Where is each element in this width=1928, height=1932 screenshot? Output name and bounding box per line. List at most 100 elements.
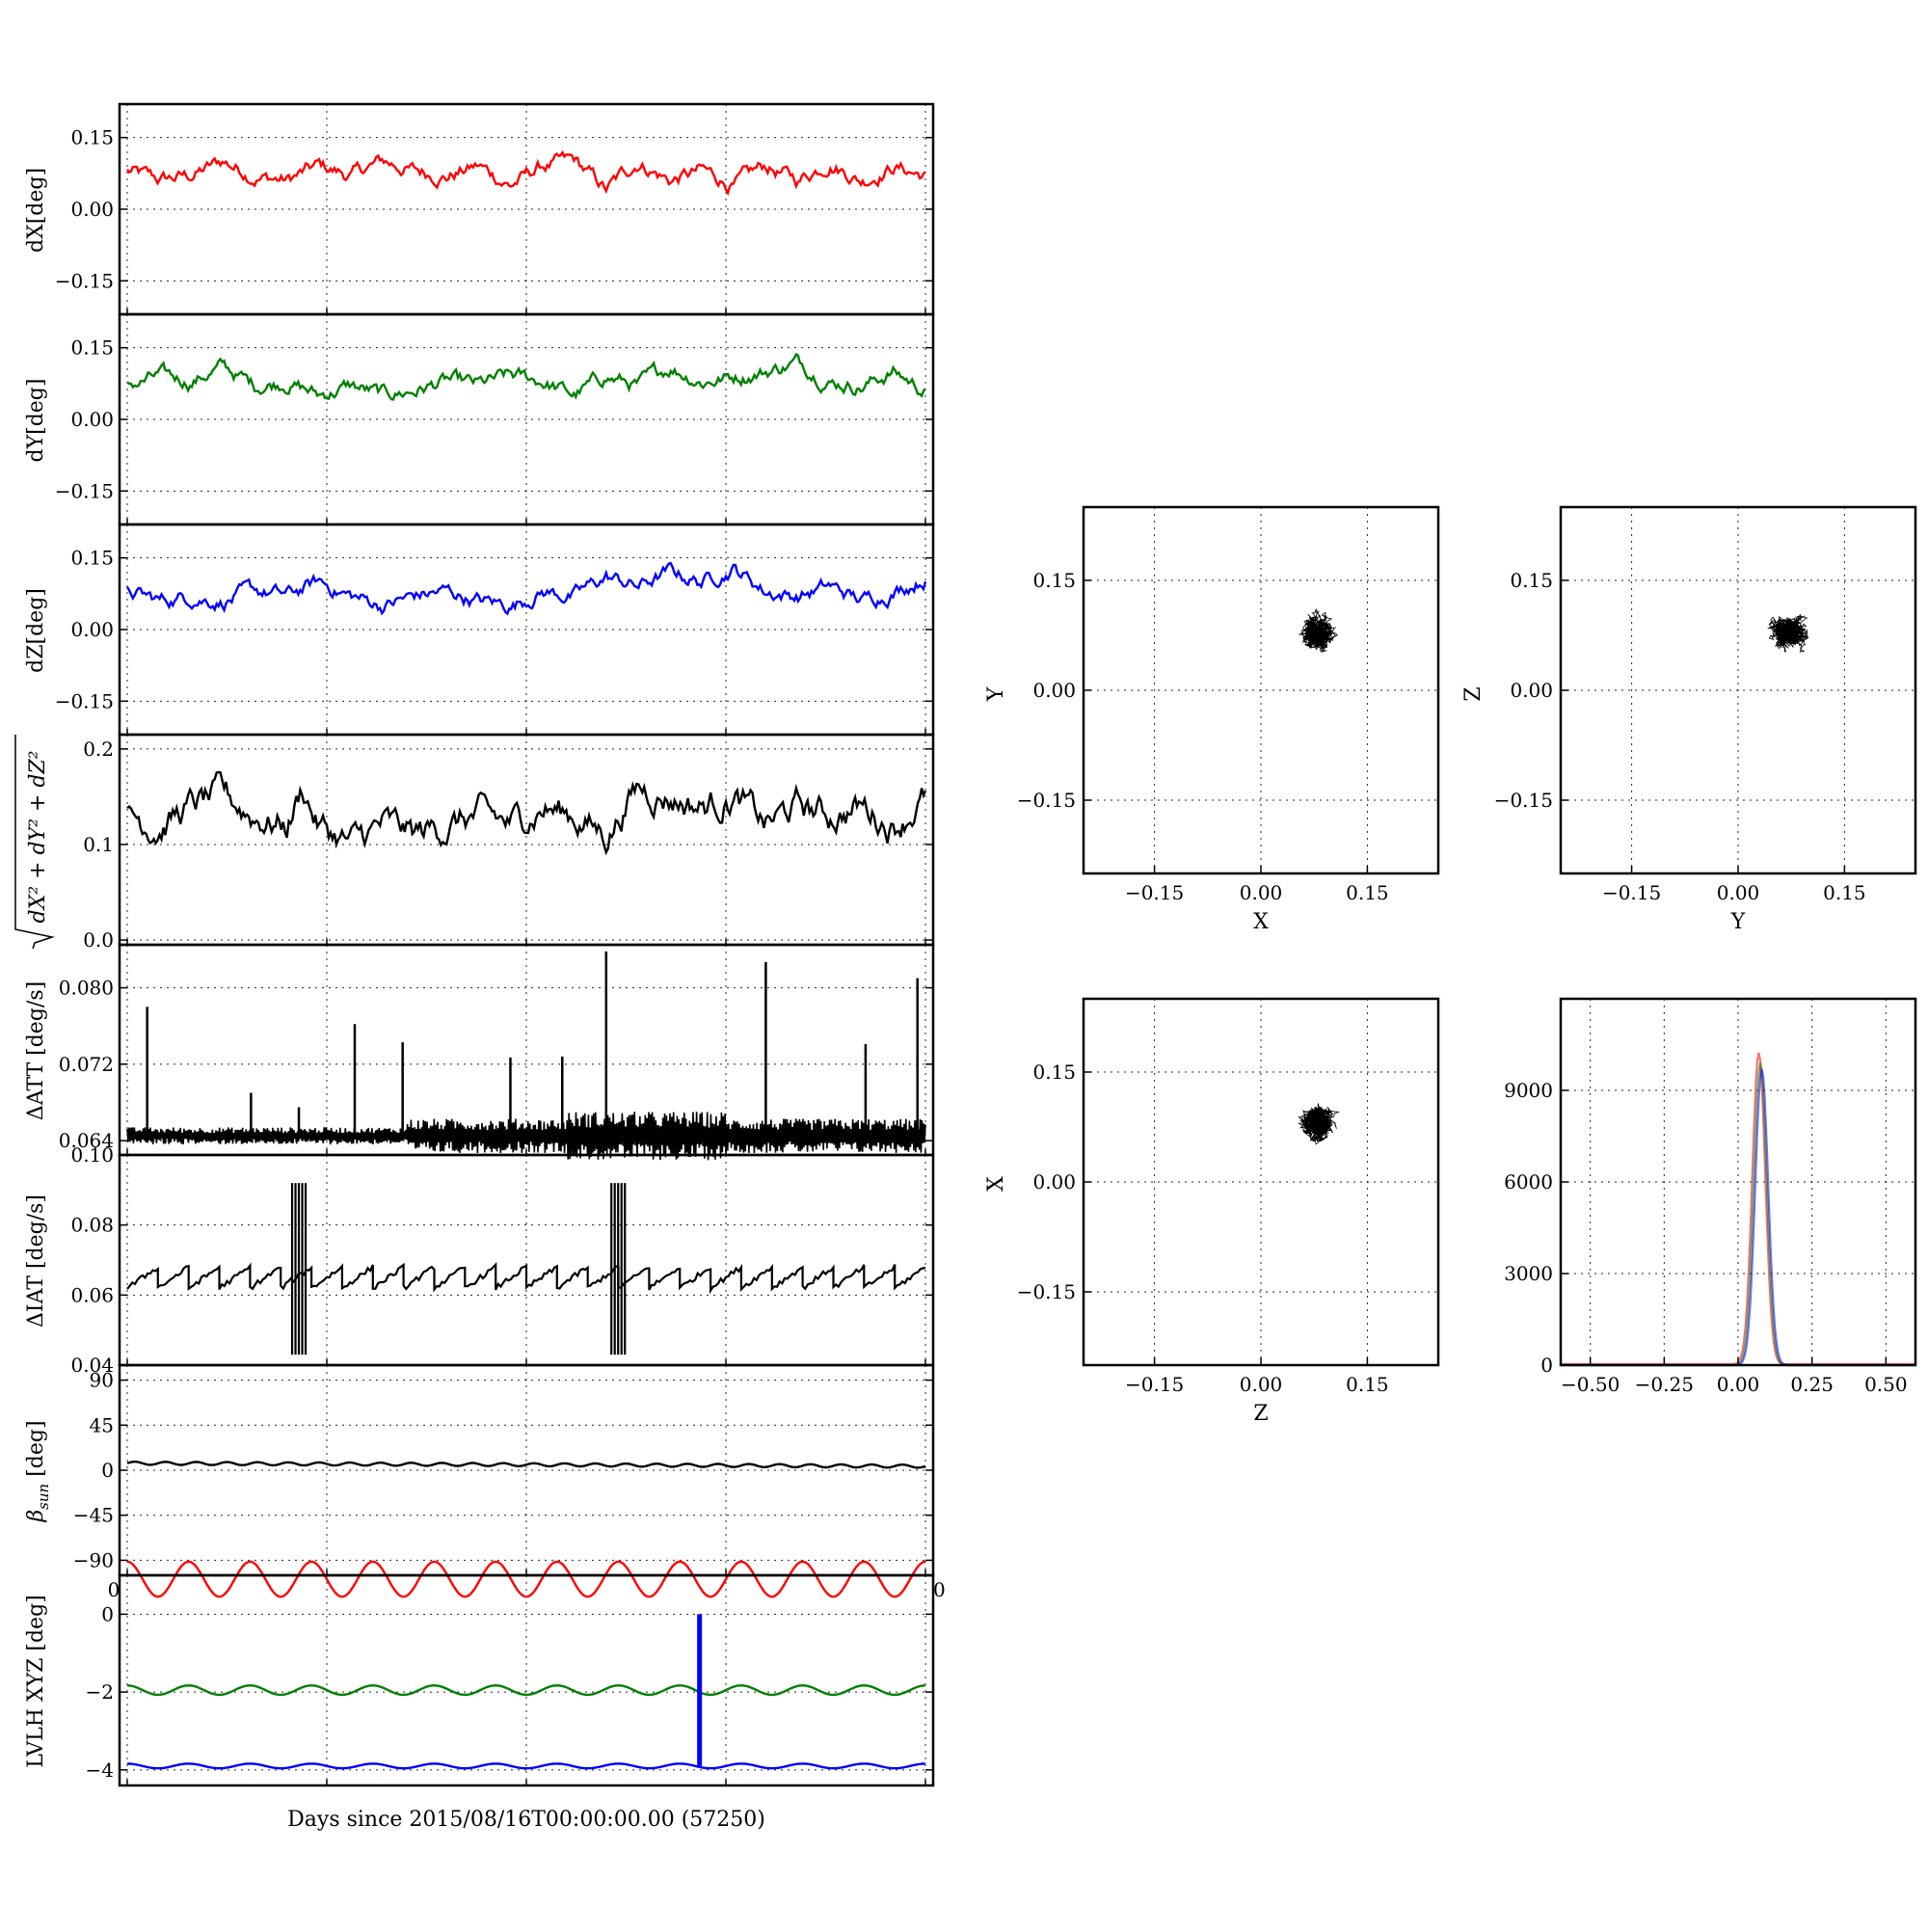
x-label-days: Days since 2015/08/16T00:00:00.00 (57250…	[287, 1808, 765, 1832]
series-line-dr	[126, 770, 927, 856]
svg-text:dX² + dY² + dZ²: dX² + dY² + dZ²	[26, 750, 50, 923]
y-label-diat: ΔIAT [deg/s]	[24, 1194, 48, 1328]
y-label-dy: dY[deg]	[24, 379, 48, 463]
y-tick-label: 0.064	[59, 1129, 114, 1152]
y-tick-label: 0.15	[1032, 1060, 1076, 1084]
x-label-xy: X	[1253, 910, 1269, 934]
y-tick-label: −4	[86, 1758, 114, 1782]
y-tick-label: 0.00	[70, 408, 114, 431]
y-tick-label: 0.06	[70, 1283, 114, 1306]
y-tick-label: −0.15	[55, 269, 114, 292]
y-label-xy: Y	[984, 686, 1008, 702]
y-tick-label: −0.15	[1017, 1280, 1076, 1303]
y-tick-label: 0.10	[70, 1143, 114, 1167]
y-label-yz: Z	[1461, 686, 1486, 701]
y-label-dx: dX[deg]	[24, 168, 48, 253]
series-line-dz	[125, 561, 927, 616]
series-line-diat	[126, 1261, 926, 1295]
x-tick-label: −0.15	[1125, 881, 1184, 904]
stray-tick-right: 0	[933, 1578, 946, 1601]
y-tick-label: 0.080	[59, 977, 114, 1000]
y-tick-label: 0.15	[1032, 569, 1076, 592]
series-line-lvlh-1	[126, 1683, 926, 1697]
y-tick-label: −0.15	[1017, 789, 1076, 812]
x-tick-label: 0.15	[1823, 881, 1866, 904]
y-tick-label: 90	[90, 1369, 114, 1392]
y-label-dz: dZ[deg]	[24, 588, 48, 673]
stray-tick-left: 0	[108, 1578, 120, 1601]
x-tick-label: 0.15	[1346, 881, 1389, 904]
axes-frame-dr	[118, 733, 935, 947]
y-tick-label: 0	[1540, 1354, 1553, 1377]
data-layer	[125, 149, 1915, 1770]
x-tick-label: 0.00	[1717, 1373, 1760, 1396]
series-line-lvlh-0	[126, 1560, 926, 1598]
axes-frame-zx	[1082, 997, 1440, 1367]
hist-line-2	[1561, 1068, 1915, 1367]
y-label-beta-sun: βsun [deg]	[24, 1420, 52, 1522]
axes-frame-yz	[1559, 505, 1917, 875]
y-tick-label: 3000	[1504, 1262, 1553, 1285]
y-tick-label: 0.00	[70, 618, 114, 641]
scatter-trace-zx	[1298, 1103, 1340, 1145]
axes-frame-diat	[118, 1153, 935, 1367]
y-tick-label: −0.15	[55, 479, 114, 502]
axes-layer: 0.150.00−0.150.150.00−0.150.150.00−0.150…	[55, 102, 1917, 1787]
x-tick-label: −0.15	[1602, 881, 1661, 904]
y-tick-label: 0.15	[70, 547, 114, 570]
series-line-dx	[126, 149, 926, 197]
x-label-yz: Y	[1730, 910, 1746, 934]
y-tick-label: −0.15	[1494, 789, 1553, 812]
y-tick-label: 0.1	[83, 833, 114, 856]
x-tick-label: 0.00	[1240, 881, 1283, 904]
y-tick-label: 0.072	[59, 1053, 114, 1076]
series-line-datt	[126, 1112, 926, 1161]
y-tick-label: 45	[90, 1413, 114, 1436]
axes-frame-hist	[1559, 997, 1917, 1367]
y-tick-label: 0	[101, 1459, 114, 1482]
axes-frame-lvlh	[118, 1573, 935, 1787]
y-tick-label: 0.00	[1510, 679, 1553, 702]
x-label-zx: Z	[1253, 1402, 1268, 1426]
y-tick-label: 6000	[1504, 1170, 1553, 1194]
x-tick-label: 0.00	[1240, 1373, 1283, 1396]
y-tick-label: −45	[73, 1504, 114, 1527]
x-tick-label: 0.50	[1864, 1373, 1908, 1396]
y-tick-label: −2	[86, 1680, 114, 1704]
grid-layer	[120, 104, 1915, 1785]
x-tick-label: −0.25	[1635, 1373, 1694, 1396]
axes-frame-datt	[118, 943, 935, 1157]
y-label-zx: X	[984, 1176, 1008, 1192]
y-tick-label: 0.00	[1032, 1170, 1076, 1194]
x-tick-label: 0.00	[1717, 881, 1760, 904]
y-tick-label: 0.15	[1510, 569, 1553, 592]
y-tick-label: 9000	[1504, 1079, 1553, 1102]
y-tick-label: 0.2	[83, 738, 114, 761]
y-tick-label: 0.15	[70, 126, 114, 149]
svg-text:βsun [deg]: βsun [deg]	[24, 1420, 52, 1522]
scatter-trace-yz	[1766, 613, 1809, 653]
y-tick-label: −0.15	[55, 689, 114, 712]
y-tick-label: 0.00	[1032, 679, 1076, 702]
series-line-lvlh-2	[127, 1762, 925, 1770]
y-tick-label: 0.15	[70, 336, 114, 360]
x-tick-label: −0.50	[1561, 1373, 1620, 1396]
scatter-trace-xy	[1299, 607, 1338, 653]
y-tick-label: 0.08	[70, 1214, 114, 1237]
y-tick-label: 0.04	[70, 1354, 114, 1377]
series-line-beta	[126, 1460, 926, 1469]
y-tick-label: −90	[73, 1548, 114, 1571]
y-label-datt: ΔATT [deg/s]	[24, 981, 48, 1120]
x-tick-label: −0.15	[1125, 1373, 1184, 1396]
y-tick-label: 0.0	[83, 928, 114, 952]
series-line-dy	[126, 352, 926, 401]
x-tick-label: 0.25	[1790, 1373, 1834, 1396]
y-tick-label: 0.00	[70, 198, 114, 221]
y-label-dr-formula: dX² + dY² + dZ²	[14, 735, 55, 950]
y-label-lvlh: LVLH XYZ [deg]	[24, 1595, 48, 1768]
y-tick-label: 0	[101, 1602, 114, 1625]
axes-frame-xy	[1082, 505, 1440, 875]
x-tick-label: 0.15	[1346, 1373, 1389, 1396]
